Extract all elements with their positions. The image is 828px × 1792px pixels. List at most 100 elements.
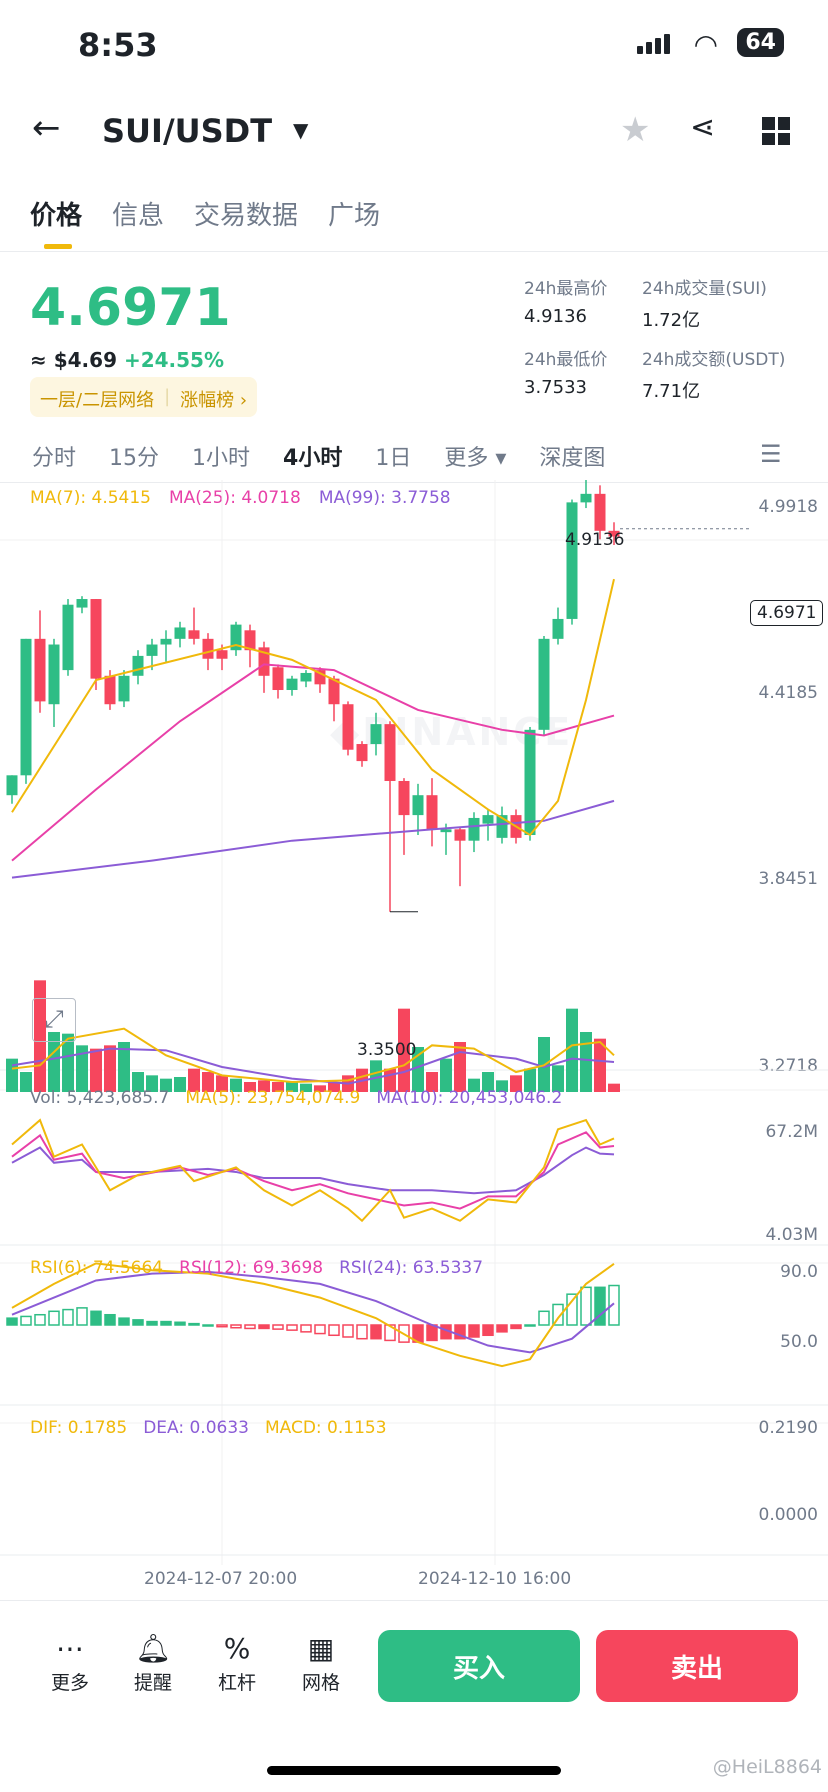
candle-body	[538, 638, 550, 730]
macd-legend: DIF: 0.1785 DEA: 0.0633 MACD: 0.1153	[30, 1418, 387, 1438]
candle-body	[580, 493, 592, 503]
stat-label: 24h最高价	[524, 279, 608, 299]
volume-legend: Vol: 5,423,685.7 MA(5): 23,754,074.9 MA(…	[30, 1088, 562, 1108]
ma7-label: MA(7): 4.5415	[30, 488, 151, 508]
candle-body	[608, 530, 620, 537]
macd-bar	[132, 1319, 144, 1326]
volume-bar	[454, 1042, 466, 1092]
more-button[interactable]: ⋯ 更多	[40, 1632, 100, 1695]
grid-layout-icon[interactable]	[762, 117, 790, 145]
favorite-star-icon[interactable]: ★	[620, 110, 651, 150]
vol-label: Vol: 5,423,685.7	[30, 1088, 170, 1108]
tag-network[interactable]: 一层/二层网络	[40, 390, 155, 411]
volume-bar	[202, 1072, 214, 1092]
macd-bar	[594, 1286, 606, 1326]
candle-body	[300, 672, 312, 682]
interval-line[interactable]: 分时	[32, 446, 77, 471]
leverage-button[interactable]: % 杠杆	[207, 1632, 267, 1695]
rsi-axis-label: 90.0	[780, 1262, 818, 1282]
candle-body	[426, 795, 438, 830]
vol-axis-label: 67.2M	[765, 1122, 818, 1142]
candle-body	[552, 618, 564, 639]
caret-down-icon[interactable]: ▼	[293, 118, 309, 142]
candle-body	[314, 670, 326, 685]
tab-info[interactable]: 信息	[112, 201, 165, 231]
macd-bar	[468, 1324, 480, 1338]
pair-title[interactable]: SUI/USDT	[102, 112, 273, 150]
tab-trading-data[interactable]: 交易数据	[194, 201, 299, 231]
candle-body	[440, 829, 452, 833]
macd-bar	[496, 1324, 508, 1333]
divider	[0, 482, 828, 483]
tag-gainers[interactable]: 涨幅榜 ›	[180, 390, 248, 411]
volume-bar	[20, 1072, 32, 1092]
change-percent: +24.55%	[123, 348, 225, 372]
candle-body	[132, 655, 144, 676]
buy-button[interactable]: 买入	[378, 1630, 580, 1702]
volume-bar	[76, 1045, 88, 1092]
interval-1d[interactable]: 1日	[375, 446, 412, 471]
sell-button[interactable]: 卖出	[596, 1630, 798, 1702]
interval-more[interactable]: 更多 ▾	[444, 446, 507, 471]
macd-bar	[244, 1324, 256, 1330]
candle-body	[412, 795, 424, 816]
more-label: 更多	[50, 1672, 89, 1694]
volume-bar	[104, 1045, 116, 1092]
main-tabs: 价格 信息 交易数据 广场	[30, 195, 380, 232]
volume-bar	[272, 1082, 284, 1092]
volume-bar	[244, 1082, 256, 1092]
volume-bar	[552, 1065, 564, 1092]
grid-button[interactable]: ▦ 网格	[291, 1632, 351, 1695]
category-tag[interactable]: 一层/二层网络 | 涨幅榜 ›	[30, 377, 258, 417]
tab-square[interactable]: 广场	[328, 201, 381, 231]
depth-chart[interactable]: 深度图	[539, 446, 606, 471]
rsi24-label: RSI(24): 63.5337	[339, 1258, 484, 1278]
rsi-axis-label: 50.0	[780, 1332, 818, 1352]
candle-body	[146, 644, 158, 656]
fullscreen-icon[interactable]: ⤢	[32, 998, 76, 1042]
rsi6-line	[11, 1118, 615, 1223]
volume-bar	[230, 1078, 242, 1092]
interval-15m[interactable]: 15分	[109, 446, 160, 471]
macd-bar	[174, 1321, 186, 1326]
macd-bar	[300, 1324, 312, 1333]
volume-bar	[286, 1082, 298, 1092]
stat-value: 4.9136	[524, 306, 587, 327]
candle-body	[356, 744, 368, 762]
macd-bar	[314, 1324, 326, 1335]
candle-body	[286, 678, 298, 691]
price-axis-label: 3.2718	[758, 1056, 818, 1076]
candle-body	[202, 638, 214, 659]
candle-body	[216, 650, 228, 659]
candle-body	[160, 638, 172, 645]
macd-bar	[608, 1284, 620, 1326]
macd-bar	[272, 1324, 284, 1330]
battery-indicator: 64	[737, 28, 784, 57]
macd-bar	[34, 1313, 46, 1326]
candle-body	[594, 493, 606, 531]
stat-label: 24h成交额(USDT)	[642, 350, 786, 370]
macd-bar	[286, 1324, 298, 1331]
interval-1h[interactable]: 1小时	[192, 446, 251, 471]
alert-button[interactable]: 🔔︎ 提醒	[123, 1632, 183, 1695]
share-icon[interactable]: ⋖	[690, 110, 716, 145]
chart-settings-icon[interactable]: ☰	[760, 440, 782, 468]
rsi12-label: RSI(12): 69.3698	[179, 1258, 324, 1278]
vol-ma10-line	[11, 1047, 615, 1085]
volume-bar	[468, 1078, 480, 1092]
kline-chart[interactable]	[0, 480, 828, 1580]
volume-bar	[62, 1033, 74, 1092]
alert-label: 提醒	[133, 1672, 172, 1694]
dif-line	[11, 1262, 615, 1368]
macd-bar	[6, 1317, 18, 1326]
volume-bar	[566, 1008, 578, 1092]
interval-selector: 分时 15分 1小时 4小时 1日 更多 ▾ 深度图	[32, 440, 638, 472]
interval-4h[interactable]: 4小时	[283, 446, 343, 471]
volume-bar	[216, 1075, 228, 1092]
back-arrow-icon[interactable]: ←	[32, 108, 61, 148]
stat-label: 24h最低价	[524, 350, 608, 370]
dea-label: DEA: 0.0633	[143, 1418, 249, 1438]
tab-price[interactable]: 价格	[30, 201, 83, 231]
volume-bar	[510, 1075, 522, 1092]
macd-bar	[230, 1324, 242, 1329]
